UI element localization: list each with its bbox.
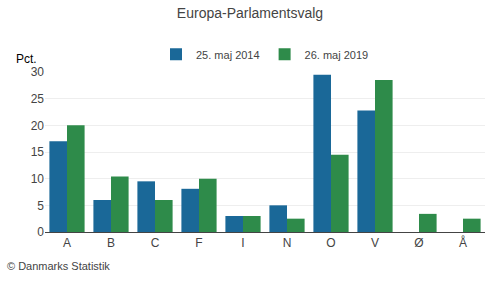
svg-text:5: 5	[37, 199, 44, 213]
svg-text:Pct.: Pct.	[16, 52, 37, 66]
svg-text:25. maj 2014: 25. maj 2014	[196, 49, 260, 61]
svg-text:A: A	[63, 236, 71, 250]
svg-text:15: 15	[31, 145, 45, 159]
svg-text:Ø: Ø	[414, 236, 423, 250]
svg-text:© Danmarks Statistik: © Danmarks Statistik	[7, 260, 110, 272]
svg-text:C: C	[151, 236, 160, 250]
svg-text:O: O	[326, 236, 335, 250]
svg-text:Europa-Parlamentsvalg: Europa-Parlamentsvalg	[177, 5, 323, 21]
svg-text:25: 25	[31, 92, 45, 106]
svg-text:30: 30	[31, 65, 45, 79]
svg-text:10: 10	[31, 172, 45, 186]
svg-text:I: I	[241, 236, 244, 250]
svg-text:F: F	[195, 236, 202, 250]
svg-text:V: V	[371, 236, 379, 250]
svg-text:B: B	[107, 236, 115, 250]
svg-text:20: 20	[31, 119, 45, 133]
svg-text:0: 0	[37, 225, 44, 239]
svg-text:Å: Å	[459, 235, 467, 250]
svg-text:N: N	[283, 236, 292, 250]
svg-text:26. maj 2019: 26. maj 2019	[305, 49, 369, 61]
